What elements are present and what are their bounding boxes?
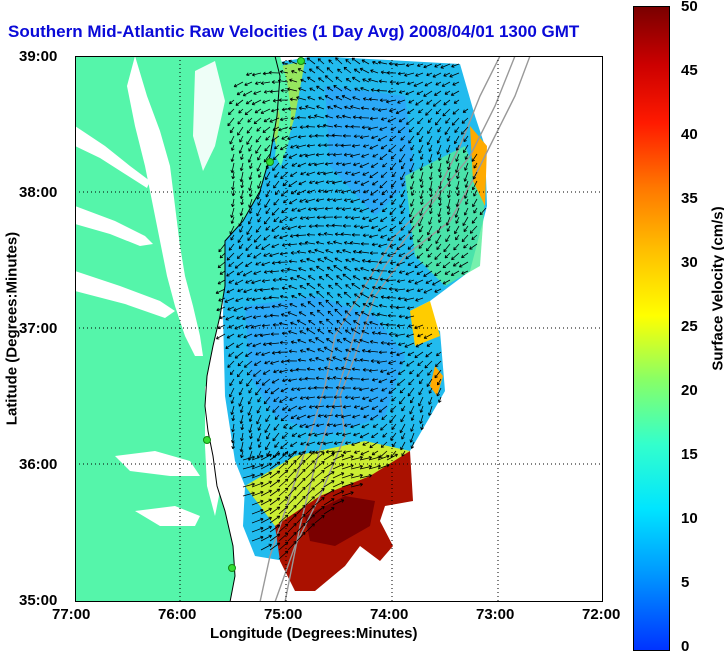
x-axis-label: Longitude (Degrees:Minutes): [210, 625, 418, 642]
latitude-tick-label: 38:00: [19, 184, 58, 201]
radar-stations: [203, 57, 305, 572]
colorbar-tick-label: 0: [681, 638, 690, 655]
land-mass: [75, 56, 291, 602]
colorbar-tick-label: 30: [681, 254, 698, 271]
longitude-tick-label: 77:00: [52, 606, 91, 623]
station-marker[interactable]: [203, 436, 211, 444]
colorbar: [633, 6, 670, 651]
vector-arrows: [215, 57, 487, 560]
velocity-map[interactable]: [75, 56, 603, 602]
latitude-tick-label: 35:00: [19, 592, 58, 609]
longitude-tick-label: 75:00: [264, 606, 303, 623]
colorbar-tick-label: 20: [681, 382, 698, 399]
longitude-tick-label: 76:00: [158, 606, 197, 623]
latitude-tick-label: 36:00: [19, 456, 58, 473]
longitude-tick-label: 73:00: [476, 606, 515, 623]
colorbar-tick-label: 10: [681, 510, 698, 527]
map-canvas: [75, 56, 603, 602]
velocity-vectors: [215, 57, 487, 560]
longitude-tick-label: 74:00: [370, 606, 409, 623]
latitude-tick-label: 37:00: [19, 320, 58, 337]
colorbar-tick-label: 25: [681, 318, 698, 335]
colorbar-tick-label: 45: [681, 62, 698, 79]
longitude-tick-label: 72:00: [582, 606, 621, 623]
colorbar-label: Surface Velocity (cm/s): [709, 206, 724, 371]
colorbar-tick-label: 35: [681, 190, 698, 207]
map-title: Southern Mid-Atlantic Raw Velocities (1 …: [8, 22, 580, 41]
map-grid: [75, 56, 603, 602]
colorbar-tick-label: 5: [681, 574, 690, 591]
latitude-tick-label: 39:00: [19, 48, 58, 65]
station-marker[interactable]: [266, 158, 274, 166]
station-marker[interactable]: [228, 564, 236, 572]
colorbar-tick-label: 50: [681, 0, 698, 15]
colorbar-tick-label: 40: [681, 126, 698, 143]
coastline: [204, 56, 281, 602]
station-marker[interactable]: [297, 57, 305, 65]
y-axis-label: Latitude (Degrees:Minutes): [3, 231, 21, 426]
colorbar-tick-label: 15: [681, 446, 698, 463]
